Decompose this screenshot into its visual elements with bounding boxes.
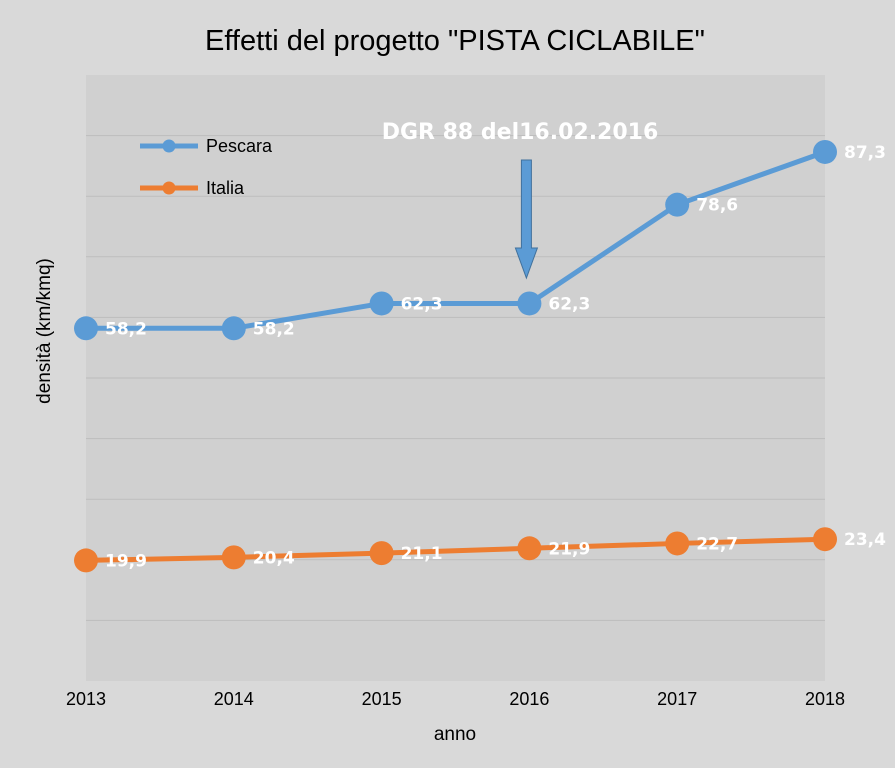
data-point-italia	[517, 536, 542, 561]
legend-label-italia: Italia	[206, 178, 245, 198]
y-axis-label: densità (km/kmq)	[34, 258, 55, 404]
legend-marker-italia	[162, 181, 176, 195]
data-point-italia	[813, 527, 837, 552]
data-point-pescara	[665, 192, 690, 217]
legend-item-pescara: Pescara	[140, 136, 273, 156]
data-label-italia: 23,4	[844, 530, 886, 550]
legend-label-pescara: Pescara	[206, 136, 273, 156]
data-point-pescara	[221, 316, 246, 341]
x-tick-label: 2016	[509, 689, 549, 709]
x-axis-label: anno	[434, 724, 476, 745]
data-label-italia: 19,9	[105, 551, 147, 571]
x-tick-label: 2017	[657, 689, 697, 709]
annotation-text: DGR 88 del16.02.2016	[382, 120, 659, 145]
x-tick-label: 2013	[66, 689, 106, 709]
data-label-pescara: 58,2	[253, 319, 295, 339]
data-label-italia: 22,7	[696, 534, 738, 554]
data-label-pescara: 62,3	[401, 294, 443, 314]
data-point-pescara	[517, 291, 542, 316]
legend: Pescara Italia	[140, 136, 273, 198]
legend-marker-pescara	[162, 139, 176, 153]
data-point-pescara	[74, 316, 98, 341]
annotation-arrow-icon	[514, 159, 539, 280]
data-point-pescara	[813, 139, 837, 164]
annotation: DGR 88 del16.02.2016	[382, 120, 659, 280]
data-labels: 58,2 58,2 62,3 62,3 78,6 87,3 19,9 20,4 21,1 21,9…	[105, 143, 886, 571]
data-label-pescara: 62,3	[548, 294, 590, 314]
x-tick-label: 2014	[214, 689, 254, 709]
data-label-italia: 21,1	[401, 544, 443, 564]
gridlines	[86, 135, 825, 621]
data-label-italia: 20,4	[253, 548, 295, 568]
data-point-italia	[74, 548, 98, 573]
data-point-italia	[221, 545, 246, 570]
x-axis-ticks: 2013 2014 2015 2016 2017 2018	[66, 689, 845, 709]
series-line-italia	[85, 536, 826, 563]
series-layer	[74, 139, 837, 573]
data-label-italia: 21,9	[548, 539, 590, 559]
data-label-pescara: 87,3	[844, 143, 886, 163]
data-label-pescara: 58,2	[105, 319, 147, 339]
x-tick-label: 2018	[805, 689, 845, 709]
data-point-italia	[665, 531, 690, 556]
x-tick-label: 2015	[362, 689, 402, 709]
data-label-pescara: 78,6	[696, 196, 738, 216]
chart-title: Effetti del progetto "PISTA CICLABILE"	[205, 25, 705, 57]
legend-item-italia: Italia	[140, 178, 245, 198]
series-line-pescara	[86, 149, 826, 331]
data-point-pescara	[369, 291, 394, 316]
data-point-italia	[369, 541, 394, 566]
